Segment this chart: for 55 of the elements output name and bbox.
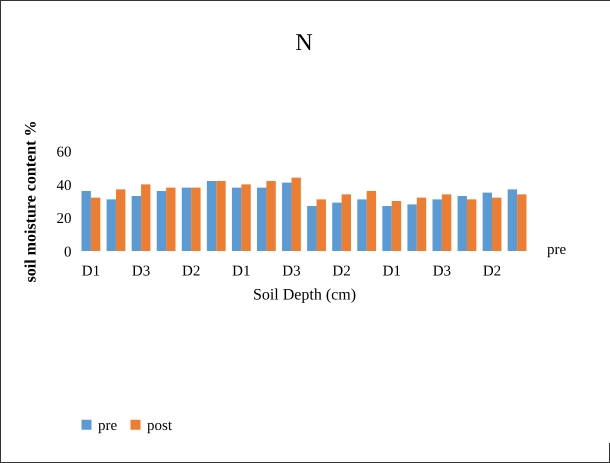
- x-tick-label: D1: [382, 264, 401, 280]
- bar: [416, 198, 426, 251]
- bar: [90, 198, 100, 251]
- bar: [357, 199, 367, 251]
- bar: [392, 201, 402, 251]
- text: pre: [547, 242, 566, 258]
- bar: [458, 196, 467, 251]
- bar: [517, 194, 526, 251]
- bar: [342, 194, 352, 251]
- bar: [492, 198, 502, 251]
- bar: [206, 181, 216, 251]
- bar: [282, 182, 292, 251]
- bar: [82, 191, 91, 251]
- x-tick-label: D2: [182, 264, 200, 280]
- bar: [132, 196, 142, 251]
- bar: [466, 199, 476, 251]
- bar: [508, 189, 518, 251]
- bar: [116, 189, 126, 251]
- bar: [291, 178, 301, 251]
- x-axis-title: Soil Depth (cm): [252, 286, 356, 304]
- bar: [166, 188, 176, 251]
- y-tick-label: 60: [56, 144, 72, 160]
- bar: [316, 199, 326, 251]
- y-tick-label: 40: [56, 178, 72, 194]
- bar: [442, 194, 452, 251]
- legend-label: post: [147, 418, 173, 434]
- x-tick-label: D2: [482, 264, 502, 280]
- x-tick-label: D1: [232, 264, 250, 280]
- legend-label: pre: [98, 418, 118, 434]
- bar: [232, 188, 242, 251]
- bar: [382, 206, 392, 251]
- x-tick-label: D1: [82, 264, 100, 280]
- bar: [332, 202, 342, 251]
- x-tick-label: D2: [332, 264, 351, 280]
- x-tick-label: D3: [132, 264, 150, 280]
- bar: [256, 188, 266, 251]
- bar: [307, 206, 317, 251]
- bar: [106, 199, 116, 251]
- y-tick-label: 20: [56, 211, 72, 228]
- bar: [432, 199, 442, 251]
- bar: [266, 181, 276, 251]
- bar: [191, 188, 201, 251]
- bar: [141, 184, 150, 251]
- x-tick-label: D3: [432, 264, 452, 280]
- y-axis-title: soil moisture content %: [22, 120, 40, 282]
- bar: [216, 181, 226, 251]
- chart-title: N: [295, 30, 313, 56]
- x-tick-label: D3: [282, 264, 301, 280]
- bar: [407, 204, 417, 251]
- y-tick-label: 0: [64, 244, 72, 260]
- bar: [156, 191, 166, 251]
- bar: [241, 184, 251, 251]
- bar: [366, 191, 376, 251]
- bar: [482, 192, 492, 251]
- bar: [182, 188, 192, 251]
